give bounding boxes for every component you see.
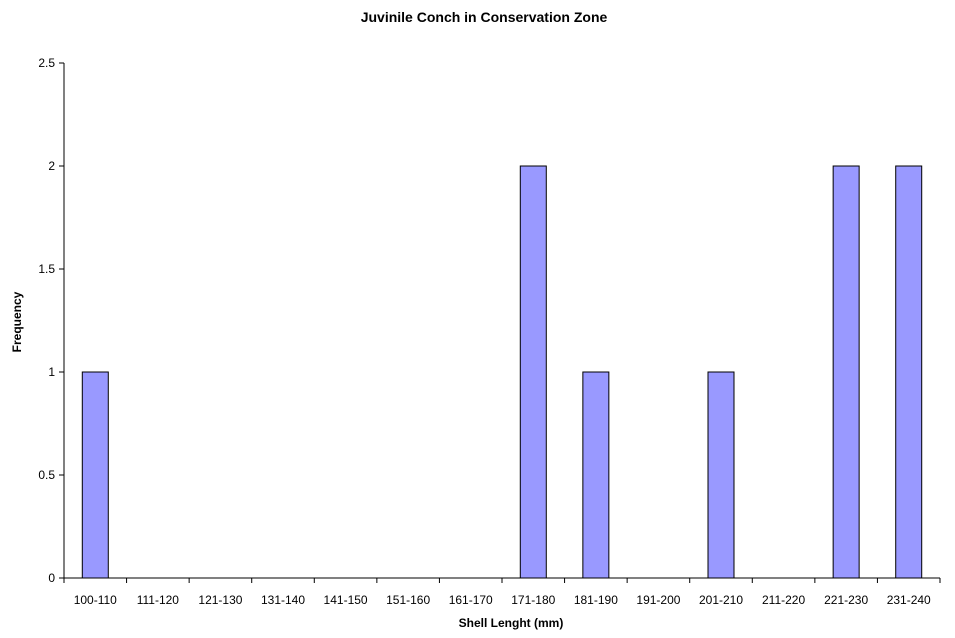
bar-221-230 — [832, 165, 860, 579]
x-tick-label: 171-180 — [511, 593, 555, 607]
x-tick-label: 231-240 — [887, 593, 931, 607]
x-tick-label: 221-230 — [824, 593, 868, 607]
bar-181-190 — [582, 371, 610, 579]
y-tick-label: 2 — [48, 159, 55, 173]
x-tick-label: 181-190 — [574, 593, 618, 607]
x-tick-label: 100-110 — [74, 593, 117, 607]
y-axis-title: Frequency — [10, 291, 24, 352]
y-tick-label: 0.5 — [38, 468, 55, 482]
bar-171-180 — [519, 165, 547, 579]
chart-title: Juvinile Conch in Conservation Zone — [361, 9, 608, 25]
x-tick-label: 211-220 — [762, 593, 805, 607]
bar-201-210 — [707, 371, 735, 579]
bar-100-110 — [81, 371, 109, 579]
y-tick-label: 0 — [48, 571, 55, 585]
bars — [81, 165, 923, 579]
bar-231-240 — [895, 165, 923, 579]
y-tick-label: 1 — [48, 365, 55, 379]
y-tick-label: 2.5 — [38, 56, 55, 70]
x-tick-label: 151-160 — [386, 593, 430, 607]
x-tick-label: 201-210 — [699, 593, 743, 607]
x-tick-label: 191-200 — [636, 593, 680, 607]
x-tick-label: 161-170 — [449, 593, 493, 607]
x-axis-ticks: 100-110 111-120 121-130 131-140 141-150 151-1… — [63, 578, 941, 607]
x-tick-label: 111-120 — [137, 593, 180, 607]
x-axis-title: Shell Lenght (mm) — [459, 616, 564, 630]
y-tick-label: 1.5 — [38, 262, 55, 276]
x-tick-label: 131-140 — [261, 593, 305, 607]
y-axis-ticks: 0 0.5 1 1.5 2 2.5 — [38, 56, 64, 585]
x-tick-label: 141-150 — [324, 593, 368, 607]
x-tick-label: 121-130 — [198, 593, 242, 607]
